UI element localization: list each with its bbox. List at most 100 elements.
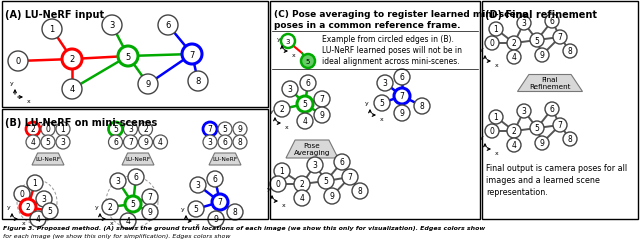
Circle shape	[394, 89, 410, 104]
Text: 0: 0	[490, 127, 495, 136]
Text: 3: 3	[196, 181, 200, 190]
Text: 3: 3	[522, 107, 527, 116]
Polygon shape	[209, 154, 241, 165]
Text: x: x	[27, 98, 31, 103]
Text: 3: 3	[383, 79, 387, 88]
Circle shape	[56, 122, 70, 136]
Text: 6: 6	[305, 79, 310, 88]
Circle shape	[294, 176, 310, 192]
Circle shape	[30, 211, 46, 227]
Text: x: x	[292, 53, 296, 58]
Circle shape	[182, 45, 202, 65]
Text: 3: 3	[42, 195, 47, 204]
Text: 6: 6	[399, 73, 404, 82]
Text: x: x	[495, 150, 499, 156]
Circle shape	[535, 136, 549, 150]
Bar	[2, 2, 268, 108]
Circle shape	[270, 176, 286, 192]
Circle shape	[8, 52, 28, 72]
Text: 4: 4	[31, 138, 35, 147]
Circle shape	[489, 110, 503, 124]
Text: 8: 8	[358, 187, 362, 196]
Text: 2: 2	[108, 203, 113, 212]
Circle shape	[41, 122, 55, 136]
Text: (D) Final refinement: (D) Final refinement	[485, 10, 597, 20]
Text: 6: 6	[550, 18, 554, 26]
Text: 5: 5	[223, 125, 227, 134]
Circle shape	[274, 163, 290, 179]
Circle shape	[282, 82, 298, 98]
Text: 7: 7	[218, 198, 223, 207]
Circle shape	[545, 102, 559, 117]
Circle shape	[314, 108, 330, 124]
Text: 3: 3	[285, 39, 291, 45]
Text: 5: 5	[380, 99, 385, 108]
Circle shape	[110, 173, 126, 189]
Circle shape	[300, 76, 316, 92]
Text: y: y	[480, 134, 484, 140]
Text: 3: 3	[522, 20, 527, 28]
Text: 6: 6	[134, 173, 138, 182]
Text: 7: 7	[557, 121, 563, 130]
Text: 2: 2	[300, 180, 305, 189]
Text: 6: 6	[113, 138, 118, 147]
Text: 7: 7	[557, 33, 563, 42]
Circle shape	[118, 47, 138, 67]
Text: 8: 8	[195, 77, 201, 86]
Text: 0: 0	[15, 57, 20, 66]
Text: 1: 1	[33, 179, 37, 188]
Text: 0: 0	[490, 39, 495, 48]
Text: 9: 9	[143, 138, 148, 147]
Text: for each image (we show this only for simplification). Edges colors show: for each image (we show this only for si…	[3, 233, 230, 238]
Text: 4: 4	[158, 138, 163, 147]
Circle shape	[352, 183, 368, 199]
Circle shape	[26, 136, 40, 149]
Text: 2: 2	[280, 105, 284, 114]
Text: y: y	[10, 81, 14, 86]
Text: y: y	[7, 204, 11, 209]
Text: 5: 5	[534, 36, 540, 45]
Text: 7: 7	[319, 95, 324, 104]
Text: x: x	[380, 116, 384, 121]
Text: 5: 5	[113, 125, 118, 134]
Text: x: x	[196, 222, 200, 227]
Circle shape	[36, 191, 52, 207]
Circle shape	[233, 136, 247, 149]
Text: 1: 1	[49, 26, 54, 34]
Text: 5: 5	[45, 138, 51, 147]
Circle shape	[62, 50, 82, 70]
Text: 9: 9	[148, 208, 152, 217]
Text: 6: 6	[340, 158, 344, 167]
Circle shape	[307, 157, 323, 173]
Text: y: y	[268, 186, 271, 191]
Text: (C) Pose averaging to register learned mini-scene
poses in a common reference fr: (C) Pose averaging to register learned m…	[274, 10, 528, 30]
Circle shape	[212, 194, 228, 210]
Text: x: x	[285, 124, 289, 130]
Circle shape	[154, 136, 168, 149]
Circle shape	[517, 17, 531, 31]
Circle shape	[507, 138, 521, 152]
Text: 7: 7	[148, 193, 152, 202]
Text: 7: 7	[399, 92, 404, 101]
Text: 9: 9	[319, 111, 324, 120]
Text: 5: 5	[193, 205, 198, 214]
Text: x: x	[495, 63, 499, 68]
Text: 8: 8	[568, 135, 572, 144]
Circle shape	[26, 122, 40, 136]
Circle shape	[507, 51, 521, 65]
Text: 4: 4	[69, 85, 75, 94]
Text: 9: 9	[330, 192, 335, 201]
Circle shape	[14, 186, 30, 202]
Circle shape	[545, 15, 559, 29]
Text: 5: 5	[303, 100, 307, 109]
Circle shape	[56, 136, 70, 149]
Text: 3: 3	[207, 138, 212, 147]
Text: Pose
Averaging: Pose Averaging	[294, 143, 330, 156]
Text: 5: 5	[324, 177, 328, 186]
Text: 5: 5	[306, 59, 310, 65]
Polygon shape	[32, 154, 64, 165]
Circle shape	[563, 132, 577, 146]
Circle shape	[109, 136, 122, 149]
Circle shape	[124, 122, 138, 136]
Polygon shape	[286, 140, 338, 158]
